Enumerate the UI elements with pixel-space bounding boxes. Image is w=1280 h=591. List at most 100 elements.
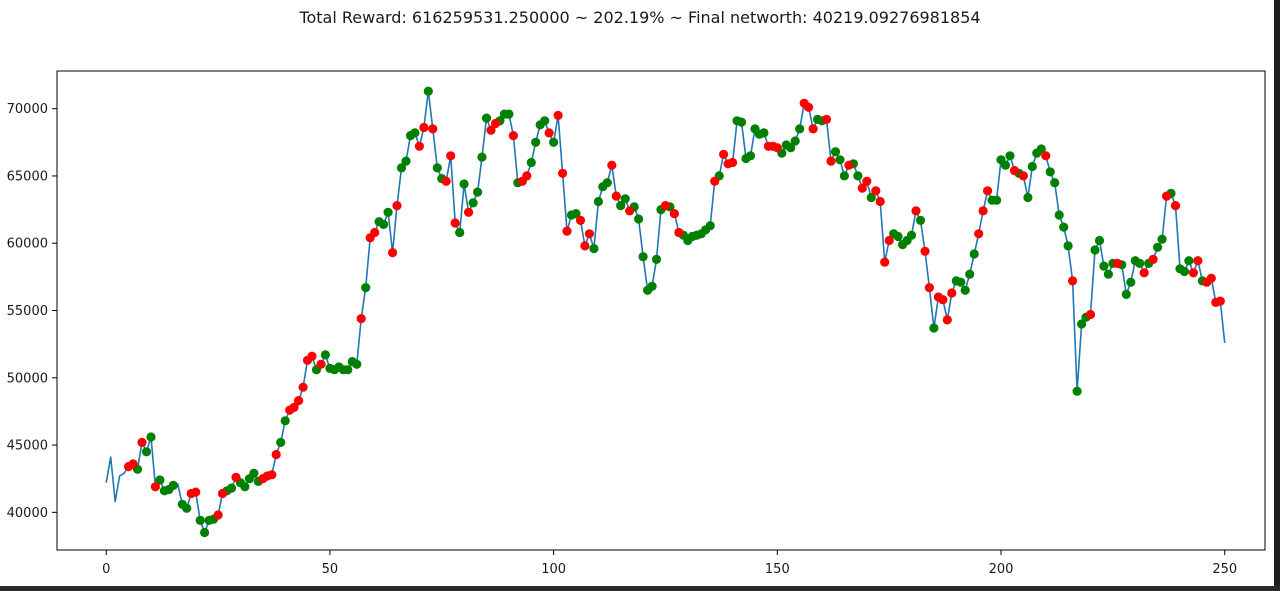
sell-marker	[1085, 309, 1096, 320]
buy-marker	[481, 113, 492, 123]
sell-marker	[1170, 201, 1181, 211]
sell-marker	[1009, 166, 1020, 176]
buy-marker	[526, 157, 536, 168]
sell-marker	[911, 206, 921, 216]
buy-marker	[146, 432, 156, 442]
y-tick-label: 50000	[7, 371, 48, 386]
buy-marker	[432, 163, 442, 173]
sell-marker	[370, 227, 380, 238]
buy-marker	[468, 198, 478, 208]
sell-marker	[558, 168, 568, 178]
sell-marker	[660, 201, 671, 211]
sell-marker	[271, 449, 281, 460]
buy-marker	[1157, 234, 1167, 244]
buy-marker	[602, 178, 612, 188]
buy-marker	[647, 281, 657, 291]
sell-marker	[191, 487, 201, 497]
buy-marker	[226, 483, 237, 493]
buy-marker	[620, 194, 630, 204]
sell-marker	[508, 131, 518, 141]
sell-marker	[414, 141, 424, 151]
buy-marker	[960, 285, 970, 295]
buy-marker	[1000, 160, 1011, 170]
sell-marker	[947, 288, 957, 298]
buy-marker	[1072, 386, 1082, 396]
y-tick-label: 60000	[7, 237, 48, 252]
sell-marker	[1041, 151, 1051, 161]
sell-marker	[419, 122, 429, 133]
buy-marker	[830, 147, 841, 157]
sell-marker	[772, 143, 782, 153]
buy-marker	[795, 124, 805, 134]
buy-marker	[459, 179, 469, 189]
buy-marker	[736, 117, 747, 127]
sell-marker	[575, 215, 586, 225]
y-tick-label: 65000	[7, 169, 48, 184]
sell-marker	[728, 157, 738, 168]
buy-marker	[1005, 151, 1015, 161]
buy-marker	[705, 221, 715, 231]
sell-marker	[821, 114, 832, 124]
sell-marker	[289, 402, 299, 412]
buy-marker	[396, 163, 407, 173]
buy-marker	[423, 86, 433, 96]
sell-marker	[942, 315, 952, 325]
buy-marker	[906, 230, 917, 240]
y-tick-label: 45000	[7, 439, 48, 454]
sell-marker	[875, 196, 885, 207]
x-tick-label: 0	[102, 562, 110, 577]
buy-marker	[638, 252, 648, 262]
sell-marker	[983, 186, 993, 196]
buy-marker	[634, 214, 644, 224]
sell-marker	[490, 118, 501, 129]
sell-marker	[871, 186, 881, 196]
sell-marker	[392, 201, 402, 211]
x-tick-label: 150	[765, 562, 790, 577]
sell-marker	[938, 295, 948, 305]
buy-marker	[477, 152, 487, 162]
buy-marker	[249, 468, 259, 478]
series-line	[105, 90, 1226, 534]
buy-marker	[745, 151, 756, 161]
buy-marker	[1063, 241, 1073, 251]
sell-marker	[217, 488, 228, 499]
buy-marker	[593, 196, 604, 207]
sell-marker	[826, 156, 836, 166]
sell-marker	[1162, 191, 1172, 201]
sell-marker	[607, 160, 617, 170]
buy-marker	[549, 137, 559, 147]
buy-marker	[1023, 192, 1033, 203]
sell-marker	[356, 314, 366, 324]
sell-marker	[710, 176, 720, 186]
sell-marker	[316, 359, 326, 369]
sell-marker	[584, 229, 595, 239]
buy-marker	[915, 215, 926, 225]
buy-marker	[839, 171, 850, 181]
buy-marker	[141, 447, 152, 457]
buy-marker	[1184, 256, 1194, 266]
sell-marker	[1188, 268, 1198, 278]
sell-marker	[486, 125, 496, 135]
buy-marker	[866, 192, 876, 203]
buy-marker	[1045, 167, 1055, 177]
x-tick-label: 100	[541, 562, 566, 577]
buy-marker	[1050, 178, 1060, 188]
buy-marker	[401, 156, 411, 166]
sell-marker	[544, 128, 554, 138]
buy-marker	[1121, 289, 1131, 299]
buy-marker	[455, 227, 465, 238]
sell-marker	[137, 437, 147, 447]
buy-marker	[320, 350, 330, 360]
buy-marker	[759, 128, 769, 138]
sell-marker	[884, 235, 894, 246]
x-tick-label: 200	[989, 562, 1014, 577]
x-tick-label: 250	[1212, 562, 1237, 577]
buy-marker	[956, 277, 966, 287]
buy-marker	[969, 249, 979, 259]
sell-marker	[562, 226, 572, 236]
chart-title: Total Reward: 616259531.250000 ~ 202.19%…	[298, 8, 980, 27]
buy-marker	[540, 116, 550, 126]
sell-marker	[978, 206, 988, 216]
buy-marker	[1054, 210, 1064, 220]
